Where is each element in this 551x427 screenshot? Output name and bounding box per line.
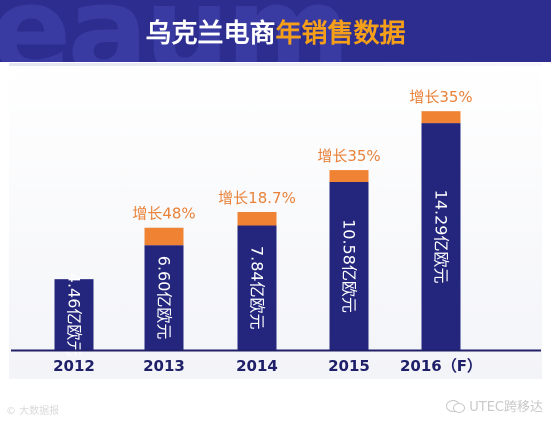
bar-2015 bbox=[329, 182, 369, 350]
title-part-2: 年销售数据 bbox=[275, 19, 406, 49]
title-banner: eaum 乌克兰电商年销售数据 bbox=[0, 0, 551, 62]
growth-segment-2014 bbox=[237, 212, 277, 226]
growth-segment-2013 bbox=[144, 227, 184, 246]
title-part-1: 乌克兰电商 bbox=[145, 19, 276, 49]
growth-segment-2016（F） bbox=[421, 111, 461, 124]
value-label: 10.58亿欧元 bbox=[340, 219, 359, 313]
panel-top-line bbox=[9, 63, 542, 66]
x-tick-label: 2013 bbox=[143, 357, 185, 375]
page-title: 乌克兰电商年销售数据 bbox=[0, 13, 551, 50]
growth-label: 增长35% bbox=[317, 147, 380, 165]
x-tick-label: 2016（F） bbox=[400, 357, 482, 375]
growth-segment-2015 bbox=[329, 170, 369, 183]
value-label: 4.46亿欧元 bbox=[65, 273, 84, 357]
growth-label: 增长18.7% bbox=[218, 189, 296, 207]
value-label: 6.60亿欧元 bbox=[155, 256, 174, 340]
x-tick-label: 2015 bbox=[328, 357, 370, 375]
growth-label: 增长35% bbox=[409, 88, 472, 106]
growth-label: 增长48% bbox=[132, 205, 195, 223]
footer-brand: UTEC跨移达 bbox=[446, 396, 543, 415]
bar-2016（F） bbox=[421, 123, 461, 350]
value-label: 7.84亿欧元 bbox=[248, 246, 267, 330]
wechat-icon bbox=[446, 399, 466, 413]
footer-brand-text: UTEC跨移达 bbox=[469, 400, 543, 415]
x-tick-label: 2012 bbox=[53, 357, 95, 375]
bar-2014 bbox=[237, 225, 277, 350]
banner-watermark: eaum bbox=[0, 0, 351, 62]
bar-2012 bbox=[54, 279, 94, 350]
x-tick-label: 2014 bbox=[236, 357, 278, 375]
value-label: 14.29亿欧元 bbox=[432, 190, 451, 284]
bar-2013 bbox=[144, 245, 184, 350]
footer-watermark: © 大数据报 bbox=[6, 406, 60, 417]
